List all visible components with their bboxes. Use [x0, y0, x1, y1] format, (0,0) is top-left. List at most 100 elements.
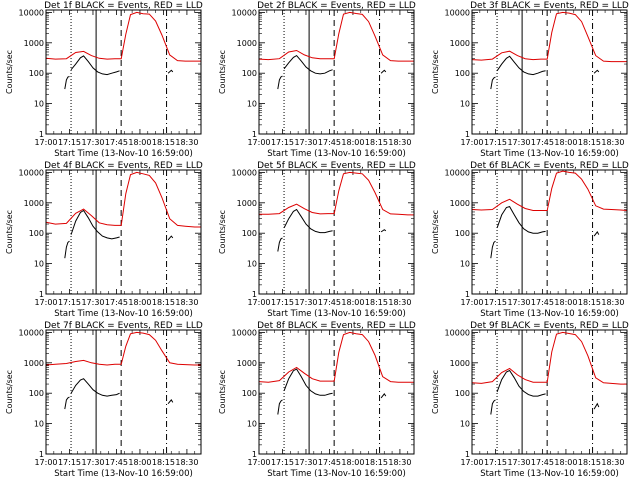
y-tick-label: 10000 [19, 8, 44, 17]
x-axis-label: Start Time (13-Nov-10 16:59:00) [480, 309, 619, 319]
y-tick-label: 1 [465, 450, 470, 459]
y-tick-label: 1 [39, 450, 44, 459]
y-tick-label: 1 [465, 290, 470, 299]
series-lld-line [45, 171, 201, 228]
series-events-line [496, 206, 546, 234]
series-events-line [593, 69, 600, 74]
y-tick-label: 100 [242, 389, 257, 398]
x-axis-label: Start Time (13-Nov-10 16:59:00) [267, 469, 406, 479]
y-tick-label: 10000 [232, 168, 257, 177]
plot-frame [471, 329, 628, 455]
x-tick-label: 17:30 [81, 298, 104, 307]
x-tick-label: 18:30 [175, 458, 198, 467]
x-tick-label: 17:45 [531, 298, 554, 307]
series-events-line [70, 378, 120, 397]
y-tick-label: 1000 [450, 359, 470, 368]
x-tick-label: 17:45 [318, 138, 341, 147]
x-tick-label: 18:00 [128, 138, 151, 147]
y-tick-label: 100 [242, 69, 257, 78]
chart-title: Det 8f BLACK = Events, RED = LLD [257, 321, 416, 331]
chart-title: Det 5f BLACK = Events, RED = LLD [257, 161, 416, 171]
series-events-line [380, 69, 387, 74]
y-tick-label: 100 [455, 389, 470, 398]
x-tick-label: 17:30 [507, 138, 530, 147]
series-events-line [277, 75, 283, 90]
y-tick-label: 1 [252, 130, 257, 139]
x-tick-label: 17:45 [318, 298, 341, 307]
chart-panel-2: Det 2f BLACK = Events, RED = LLD Counts/s… [218, 1, 416, 159]
y-tick-label: 10 [460, 420, 470, 429]
chart-title: Det 6f BLACK = Events, RED = LLD [470, 161, 629, 171]
x-tick-label: 17:45 [105, 138, 128, 147]
plot-frame [258, 9, 415, 135]
x-tick-label: 17:30 [294, 138, 317, 147]
series-events-line [380, 229, 387, 233]
series-events-line [496, 369, 546, 397]
series-events-line [283, 368, 333, 396]
plot-frame [258, 169, 415, 295]
x-tick-label: 18:30 [601, 298, 624, 307]
series-events-line [277, 237, 283, 252]
y-axis-label: Counts/sec [431, 50, 440, 94]
x-tick-label: 17:30 [507, 458, 530, 467]
y-tick-label: 1000 [450, 199, 470, 208]
chart-title: Det 9f BLACK = Events, RED = LLD [470, 321, 629, 331]
series-lld-line [45, 331, 201, 366]
plot-frame [45, 169, 202, 295]
x-tick-label: 18:00 [341, 458, 364, 467]
series-lld-line [45, 11, 201, 62]
y-tick-label: 1 [39, 130, 44, 139]
chart-title: Det 7f BLACK = Events, RED = LLD [44, 321, 203, 331]
x-tick-label: 18:15 [578, 298, 601, 307]
y-axis-label: Counts/sec [5, 50, 14, 94]
y-tick-label: 10000 [19, 168, 44, 177]
x-tick-label: 18:00 [128, 298, 151, 307]
x-tick-label: 17:15 [271, 138, 294, 147]
y-tick-label: 100 [455, 229, 470, 238]
x-tick-label: 18:15 [365, 138, 388, 147]
chart-panel-7: Det 7f BLACK = Events, RED = LLD Counts/s… [5, 321, 203, 479]
series-lld-line [471, 170, 628, 211]
x-axis-label: Start Time (13-Nov-10 16:59:00) [54, 149, 193, 159]
x-tick-label: 17:15 [484, 298, 507, 307]
x-tick-label: 18:15 [578, 138, 601, 147]
x-tick-label: 17:30 [294, 298, 317, 307]
x-tick-label: 18:00 [341, 298, 364, 307]
series-events-line [167, 235, 174, 241]
y-tick-label: 1 [252, 290, 257, 299]
y-tick-label: 10 [247, 100, 257, 109]
x-tick-label: 18:15 [578, 458, 601, 467]
x-tick-label: 17:00 [460, 298, 483, 307]
x-tick-label: 18:00 [341, 138, 364, 147]
y-tick-label: 10 [34, 420, 44, 429]
x-tick-label: 18:30 [175, 138, 198, 147]
series-events-line [70, 55, 120, 76]
plot-frame [471, 9, 628, 135]
x-axis-label: Start Time (13-Nov-10 16:59:00) [480, 149, 619, 159]
y-tick-label: 10 [460, 100, 470, 109]
series-events-line [490, 240, 496, 259]
series-events-line [380, 393, 387, 399]
y-tick-label: 1000 [450, 39, 470, 48]
chart-title: Det 2f BLACK = Events, RED = LLD [257, 1, 416, 11]
chart-panel-6: Det 6f BLACK = Events, RED = LLD Counts/s… [431, 161, 629, 319]
series-lld-line [471, 331, 627, 385]
chart-panel-9: Det 9f BLACK = Events, RED = LLD Counts/s… [431, 321, 629, 479]
plot-frame [45, 329, 202, 455]
y-axis-label: Counts/sec [5, 370, 14, 414]
x-tick-label: 18:30 [388, 138, 411, 147]
series-lld-line [471, 11, 627, 63]
y-tick-label: 100 [242, 229, 257, 238]
x-tick-label: 18:00 [128, 458, 151, 467]
y-axis-label: Counts/sec [431, 210, 440, 254]
x-axis-label: Start Time (13-Nov-10 16:59:00) [480, 469, 619, 479]
series-events-line [277, 399, 283, 415]
chart-panel-4: Det 4f BLACK = Events, RED = LLD Counts/s… [5, 161, 203, 319]
series-lld-line [259, 171, 414, 216]
series-events-line [283, 54, 333, 75]
x-tick-label: 17:00 [247, 298, 270, 307]
x-tick-label: 18:00 [554, 138, 577, 147]
x-tick-label: 17:45 [105, 298, 128, 307]
x-tick-label: 18:15 [152, 298, 175, 307]
